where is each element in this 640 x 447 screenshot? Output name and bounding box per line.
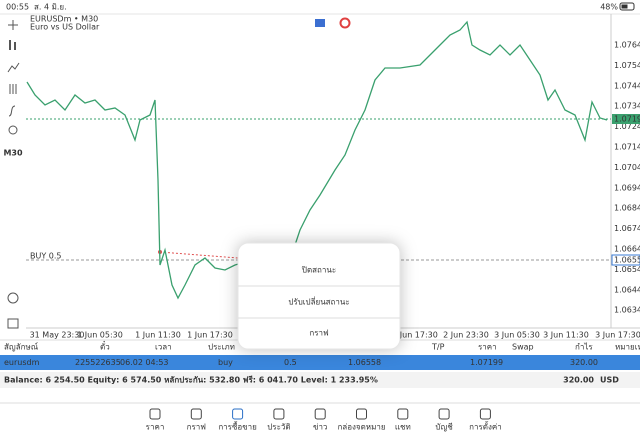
tab-label[interactable]: แชท — [395, 423, 411, 432]
column-header: T/P — [431, 343, 445, 352]
cell: 320.00 — [570, 358, 598, 367]
search-tool[interactable] — [7, 292, 19, 304]
position-row[interactable] — [0, 355, 640, 370]
tab-icon[interactable] — [190, 408, 202, 420]
cell: eurusdm — [4, 358, 40, 367]
context-menu — [237, 242, 401, 350]
cell: buy — [218, 358, 233, 367]
order-label: BUY 0.5 — [30, 252, 62, 261]
time-label: 1 Jun 11:30 — [135, 331, 181, 340]
cell: 1.07199 — [470, 358, 503, 367]
current-price-box — [612, 114, 640, 124]
status-time: 00:55 — [6, 3, 29, 12]
tab-label[interactable]: การตั้งค่า — [469, 421, 502, 432]
price-label: 1.06540 — [614, 265, 640, 274]
tab-label[interactable]: การซื้อขาย — [218, 421, 257, 432]
price-label: 1.06940 — [614, 183, 640, 192]
price-label: 1.07140 — [614, 143, 640, 152]
tab-icon[interactable] — [397, 408, 409, 420]
trade-tool[interactable] — [7, 318, 19, 329]
time-label: 31 May 23:30 — [30, 331, 85, 340]
tab-label[interactable]: กราฟ — [187, 423, 207, 432]
left-toolbar — [7, 20, 20, 329]
time-label: 3 Jun 11:30 — [543, 331, 589, 340]
column-header: ราคา — [478, 343, 497, 352]
tab-label[interactable]: กล่องจดหมาย — [337, 423, 385, 432]
price-line — [26, 20, 608, 300]
order-link — [159, 251, 239, 259]
price-label: 1.07440 — [614, 81, 640, 90]
price-label: 1.06640 — [614, 245, 640, 254]
time-label: 1 Jun 17:30 — [392, 331, 438, 340]
tab-icon[interactable] — [149, 408, 161, 420]
menu-item[interactable]: ปิดสถานะ — [301, 266, 336, 275]
column-header: สัญลักษณ์ — [4, 342, 39, 352]
time-label: 3 Jun 17:30 — [595, 331, 640, 340]
price-label: 1.07240 — [614, 122, 640, 131]
tab-label[interactable]: ประวัติ — [267, 423, 290, 432]
price-label: 1.07340 — [614, 102, 640, 111]
crosshair-tool[interactable] — [8, 20, 18, 30]
column-header: เวลา — [155, 343, 172, 352]
tab-icon[interactable] — [273, 408, 285, 420]
price-label: 1.07540 — [614, 61, 640, 70]
column-header: ประเภท — [208, 343, 235, 352]
time-label: 3 Jun 05:30 — [494, 331, 540, 340]
cell: 06.02 04:53 — [120, 358, 169, 367]
price-label: 1.06340 — [614, 306, 640, 315]
battery-icon — [619, 2, 635, 11]
cell: 225522635 — [75, 358, 121, 367]
battery-fill — [621, 4, 628, 9]
tab-label[interactable]: ข่าว — [313, 423, 327, 432]
tab-icon[interactable] — [479, 408, 491, 420]
tab-icon[interactable] — [356, 408, 367, 420]
balance-bar — [0, 372, 640, 388]
objects-tool[interactable] — [8, 125, 18, 135]
flag-icon — [315, 19, 325, 27]
tab-icon[interactable] — [438, 408, 450, 420]
currency: USD — [600, 376, 619, 385]
current-price: 1.07199 — [614, 115, 640, 124]
price-label: 1.07640 — [614, 41, 640, 50]
battery-level: 48% — [600, 3, 618, 12]
cell: 1.06558 — [348, 358, 381, 367]
tab-label[interactable]: ราคา — [146, 423, 165, 432]
time-label: 2 Jun 23:30 — [443, 331, 489, 340]
time-label: 1 Jun 17:30 — [187, 331, 233, 340]
flag-icon — [339, 17, 351, 29]
cell: 0.5 — [284, 358, 297, 367]
column-header: Swap — [512, 343, 534, 352]
column-header: กำไร — [575, 343, 593, 352]
tab-icon[interactable] — [232, 408, 244, 420]
price-label: 1.06840 — [614, 204, 640, 213]
column-header: ตั๋ว — [100, 340, 110, 351]
tab-label[interactable]: บัญชี — [435, 423, 453, 432]
price-label: 1.06440 — [614, 285, 640, 294]
indicator-tool[interactable] — [7, 62, 20, 73]
order-price-box — [611, 254, 640, 266]
function-tool[interactable] — [8, 105, 16, 117]
price-label: 1.07040 — [614, 163, 640, 172]
settings-tool[interactable] — [9, 84, 17, 94]
candles-tool[interactable] — [9, 40, 16, 50]
time-label: 1 Jun 05:30 — [77, 331, 123, 340]
order-price: 1.06558 — [614, 256, 640, 265]
menu-item[interactable]: กราฟ — [309, 329, 329, 338]
chart-description: Euro vs US Dollar — [30, 23, 100, 32]
balance-summary: Balance: 6 254.50 Equity: 6 574.50 หลักป… — [4, 375, 378, 385]
price-label: 1.06740 — [614, 224, 640, 233]
timeframe-button[interactable]: M30 — [3, 149, 23, 158]
menu-item[interactable]: ปรับเปลี่ยนสถานะ — [288, 296, 349, 307]
status-date: ส. 4 มิ.ย. — [34, 3, 67, 12]
tab-icon[interactable] — [314, 408, 326, 420]
total-profit: 320.00 — [563, 376, 594, 385]
chart-symbol: EURUSDm • M30 — [30, 15, 98, 24]
column-header: หมายเหตุ — [615, 343, 640, 352]
